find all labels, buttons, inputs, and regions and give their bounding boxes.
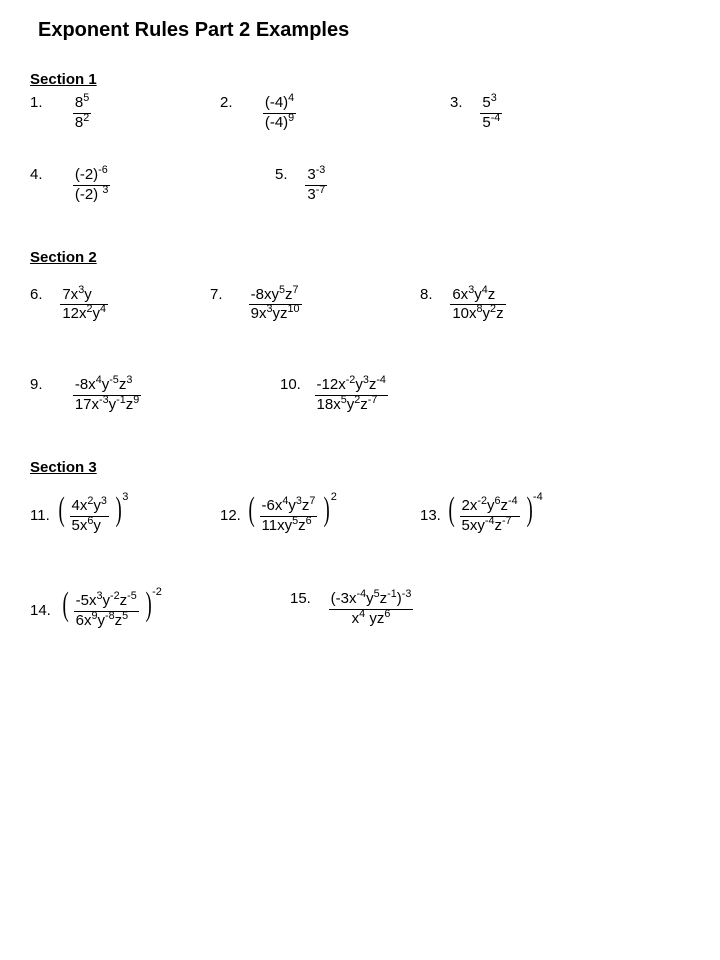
problem-14-number: 14. bbox=[30, 602, 52, 621]
problem-13-expr: ( 2x-2y6z-4 5xy-4z-7 ) -4 bbox=[446, 495, 543, 538]
problem-2-number: 2. bbox=[220, 94, 242, 113]
problem-7-number: 7. bbox=[210, 286, 232, 305]
problem-6-fraction: 7x3y 12x2y4 bbox=[60, 286, 108, 325]
section-1-row-1: 1. 85 82 2. (-4)4 (-4)9 3. 53 5-4 bbox=[30, 94, 690, 133]
problem-5-number: 5. bbox=[275, 166, 297, 185]
section-1-row-2: 4. (-2)-6 (-2) 3 5. 3-3 3-7 bbox=[30, 166, 690, 205]
problem-8-fraction: 6x3y4z 10x8y2z bbox=[450, 286, 505, 325]
problem-4-number: 4. bbox=[30, 166, 52, 185]
problem-12-number: 12. bbox=[220, 507, 242, 526]
section-2-row-2: 9. -8x4y-5z3 17x-3y-1z9 10. -12x-2y3z-4 … bbox=[30, 376, 690, 415]
section-2-row-1: 6. 7x3y 12x2y4 7. -8xy5z7 9x3yz10 8. 6x3… bbox=[30, 286, 690, 325]
problem-15-fraction: (-3x-4y5z-1)-3 x4 yz6 bbox=[329, 590, 414, 629]
problem-6-number: 6. bbox=[30, 286, 52, 305]
section-1-heading: Section 1 bbox=[30, 71, 690, 90]
problem-4-fraction: (-2)-6 (-2) 3 bbox=[73, 166, 111, 205]
problem-8-number: 8. bbox=[420, 286, 442, 305]
problem-3-fraction: 53 5-4 bbox=[480, 94, 502, 133]
problem-10-fraction: -12x-2y3z-4 18x5y2z-7 bbox=[315, 376, 388, 415]
problem-15-number: 15. bbox=[290, 590, 312, 609]
section-3-row-1: 11. ( 4x2y3 5x6y ) 3 12. ( -6x4y3z7 11xy… bbox=[30, 495, 690, 538]
problem-1-number: 1. bbox=[30, 94, 52, 113]
problem-9-fraction: -8x4y-5z3 17x-3y-1z9 bbox=[73, 376, 141, 415]
problem-9-number: 9. bbox=[30, 376, 52, 395]
problem-13-number: 13. bbox=[420, 507, 442, 526]
problem-12-expr: ( -6x4y3z7 11xy5z6 ) 2 bbox=[246, 495, 337, 538]
problem-10-number: 10. bbox=[280, 376, 302, 395]
section-3-row-2: 14. ( -5x3y-2z-5 6x9y-8z5 ) -2 15. (-3x-… bbox=[30, 590, 690, 633]
problem-2-fraction: (-4)4 (-4)9 bbox=[263, 94, 296, 133]
problem-3-number: 3. bbox=[450, 94, 472, 113]
problem-1-fraction: 85 82 bbox=[73, 94, 91, 133]
page-title: Exponent Rules Part 2 Examples bbox=[38, 18, 690, 43]
problem-5-fraction: 3-3 3-7 bbox=[305, 166, 327, 205]
problem-14-expr: ( -5x3y-2z-5 6x9y-8z5 ) -2 bbox=[60, 590, 162, 633]
problem-11-number: 11. bbox=[30, 507, 52, 526]
problem-7-fraction: -8xy5z7 9x3yz10 bbox=[249, 286, 302, 325]
problem-11-expr: ( 4x2y3 5x6y ) 3 bbox=[56, 495, 128, 538]
section-3-heading: Section 3 bbox=[30, 459, 690, 478]
section-2-heading: Section 2 bbox=[30, 249, 690, 268]
